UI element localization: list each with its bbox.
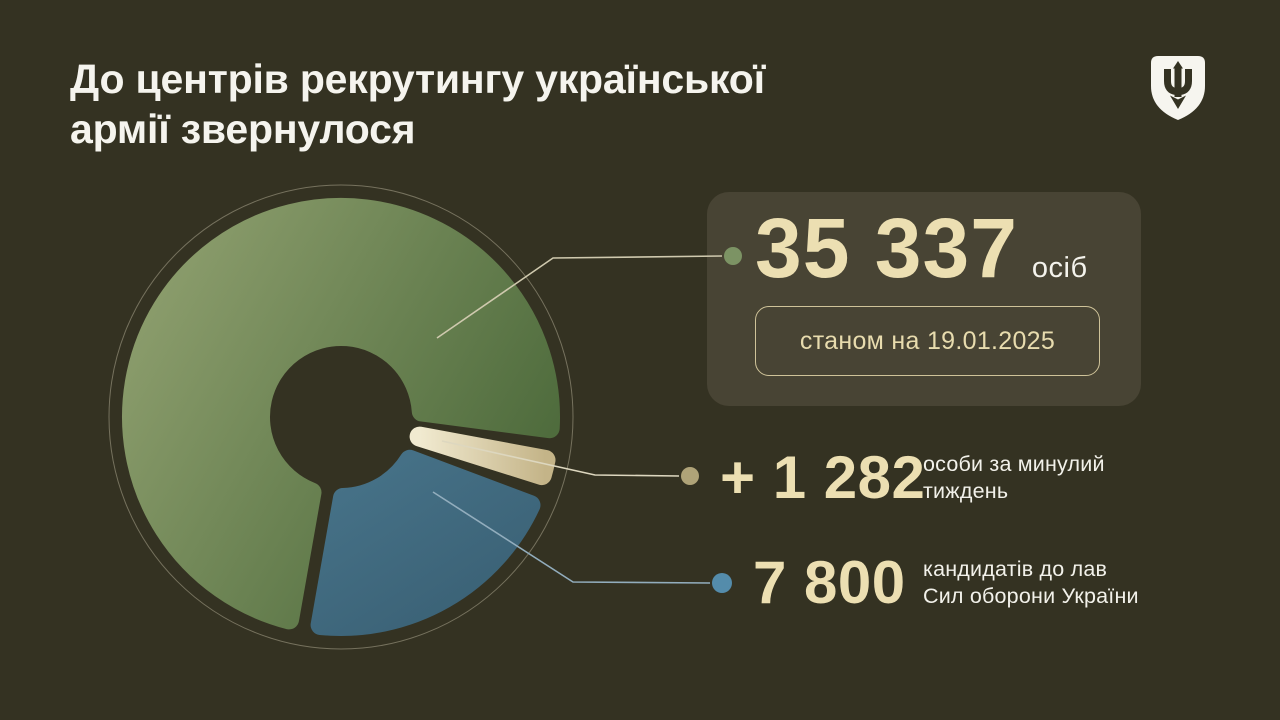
as-of-text: станом на 19.01.2025	[799, 326, 1056, 355]
weekly-label: особи за минулий тиждень	[923, 451, 1105, 505]
leader-dot-weekly-increase	[681, 467, 699, 485]
donut-outline-circle	[108, 184, 574, 650]
leader-dot-candidates	[712, 573, 732, 593]
trident-tip-icon	[1173, 61, 1183, 69]
leader-line-weekly-increase	[441, 440, 680, 477]
candidates-number: 7 800	[753, 549, 906, 616]
candidates-label-line-2: Сил оборони України	[923, 584, 1139, 608]
leader-line-applied-total	[436, 255, 723, 339]
mod-ukraine-logo	[1151, 56, 1205, 120]
total-unit: осіб	[1031, 252, 1088, 284]
trident-point-icon	[1170, 95, 1186, 109]
trident-icon	[1164, 66, 1192, 97]
donut-segment-candidates	[310, 449, 541, 636]
weekly-label-line-1: особи за минулий	[923, 452, 1105, 476]
page-title: До центрів рекрутингу української армії …	[70, 54, 765, 154]
donut-segment-applied-total	[122, 198, 560, 630]
weekly-number: + 1 282	[720, 444, 926, 511]
as-of-badge: станом на 19.01.2025	[755, 306, 1100, 376]
weekly-label-line-2: тиждень	[923, 479, 1009, 503]
candidates-label-line-1: кандидатів до лав	[923, 557, 1108, 581]
leader-line-candidates	[432, 491, 711, 584]
donut-segment-weekly-increase	[409, 426, 556, 486]
title-line-2: армії звернулося	[70, 106, 416, 152]
total-card	[707, 192, 1141, 406]
total-stat: 35 337 осіб	[755, 204, 1088, 292]
title-line-1: До центрів рекрутингу української	[70, 56, 765, 102]
candidates-label: кандидатів до лав Сил оборони України	[923, 556, 1139, 610]
total-number: 35 337	[755, 201, 1018, 295]
